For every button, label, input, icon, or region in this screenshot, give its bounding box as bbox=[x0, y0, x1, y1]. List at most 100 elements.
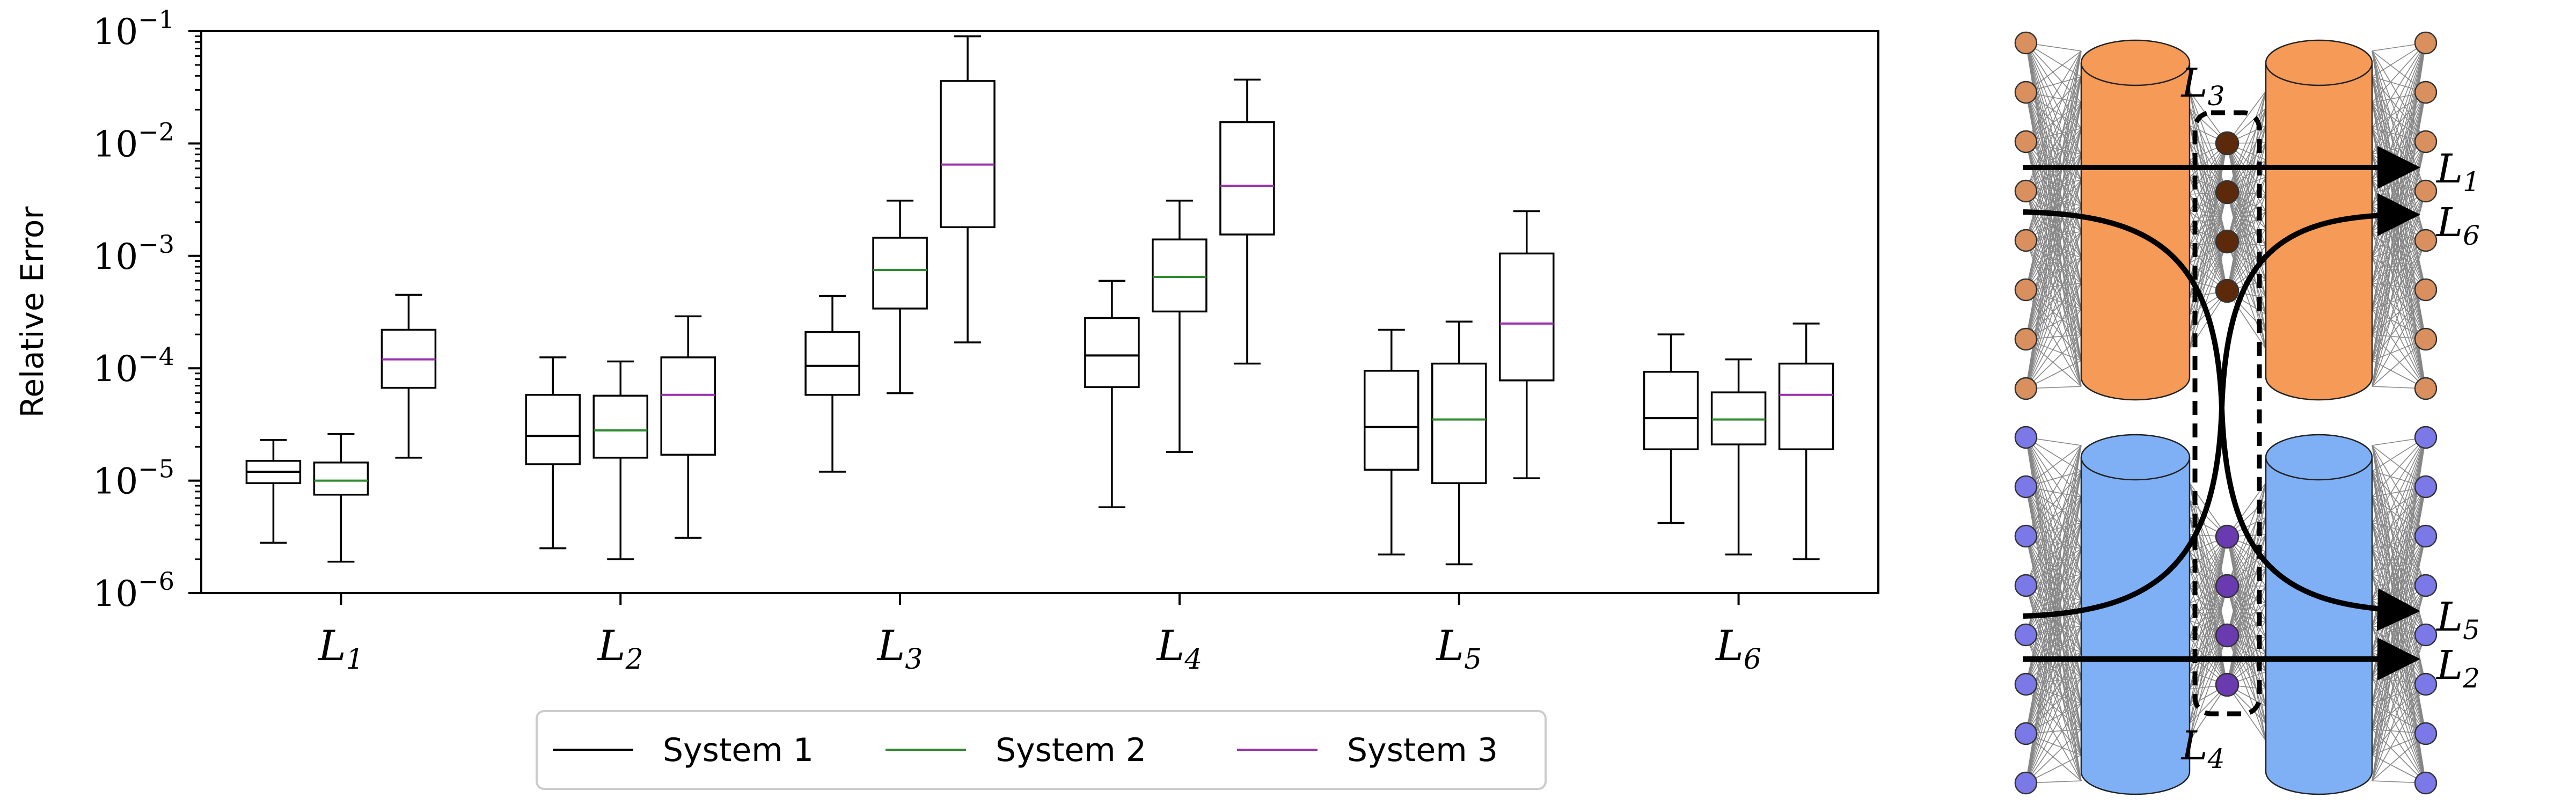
output-node-bottom bbox=[2414, 722, 2438, 745]
box-system-1 bbox=[804, 295, 860, 473]
input-node-bottom bbox=[2014, 722, 2038, 745]
y-tick-label: 10−4 bbox=[93, 342, 174, 390]
input-node-top bbox=[2014, 31, 2038, 55]
box-iqr bbox=[1710, 391, 1767, 445]
box-system-3 bbox=[380, 294, 437, 459]
box-plot-chart: 10−610−510−410−310−210−1 Relative Error … bbox=[14, 5, 1879, 790]
y-axis-title: Relative Error bbox=[14, 206, 50, 418]
diagram-label-l3: L3 bbox=[2180, 60, 2225, 112]
top-right-decoder-block bbox=[2265, 39, 2373, 401]
latent-node-bottom bbox=[2215, 574, 2240, 598]
output-node-bottom bbox=[2414, 623, 2438, 647]
bottom-right-decoder-block bbox=[2265, 434, 2373, 795]
x-tick-label: L3 bbox=[876, 622, 923, 676]
y-tick-label: 10−6 bbox=[93, 567, 174, 614]
box-iqr bbox=[1778, 362, 1834, 450]
box-series-group bbox=[245, 35, 1834, 566]
output-node-top bbox=[2414, 377, 2438, 400]
box-iqr bbox=[1364, 370, 1419, 471]
input-node-top bbox=[2014, 327, 2038, 351]
bottom-left-encoder-block bbox=[2080, 434, 2191, 795]
latent-node-top bbox=[2215, 131, 2240, 156]
legend: System 1 System 2 System 3 bbox=[536, 710, 1547, 790]
latent-node-bottom bbox=[2215, 672, 2240, 697]
x-tick-label: L6 bbox=[1715, 622, 1761, 676]
box-iqr bbox=[1219, 121, 1275, 236]
output-node-top bbox=[2414, 327, 2438, 351]
input-node-bottom bbox=[2014, 426, 2038, 449]
box-system-2 bbox=[313, 433, 369, 563]
top-left-encoder-block bbox=[2080, 39, 2191, 401]
latent-node-bottom bbox=[2215, 623, 2240, 648]
legend-frame bbox=[536, 710, 1547, 790]
input-node-top bbox=[2014, 229, 2038, 252]
box-iqr bbox=[1084, 317, 1140, 389]
box-iqr bbox=[940, 80, 996, 229]
x-tick-label: L5 bbox=[1435, 622, 1482, 676]
latent-node-top bbox=[2215, 229, 2240, 254]
box-iqr bbox=[1431, 362, 1487, 485]
output-node-top bbox=[2414, 278, 2438, 302]
legend-label: System 2 bbox=[996, 731, 1146, 769]
box-iqr bbox=[313, 462, 369, 496]
diagram-label-l5: L5 bbox=[2435, 594, 2480, 646]
latent-node-top bbox=[2215, 279, 2240, 303]
x-axis: L1 L2 L3 L4 L5 L6 bbox=[317, 593, 1761, 676]
latent-node-top bbox=[2215, 180, 2240, 204]
box-iqr bbox=[1499, 252, 1555, 382]
box-system-1 bbox=[1084, 280, 1140, 508]
latent-space-outline bbox=[2192, 110, 2262, 716]
output-node-top bbox=[2414, 130, 2438, 153]
box-system-2 bbox=[592, 360, 648, 560]
box-iqr bbox=[872, 237, 928, 310]
y-tick-label: 10−5 bbox=[93, 455, 174, 502]
box-iqr bbox=[804, 331, 860, 396]
plot-area-frame bbox=[200, 30, 1879, 594]
input-node-top bbox=[2014, 80, 2038, 104]
x-tick-label: L1 bbox=[317, 622, 364, 676]
box-system-3 bbox=[1778, 323, 1834, 560]
y-tick-label: 10−2 bbox=[93, 117, 174, 165]
output-node-bottom bbox=[2414, 524, 2438, 548]
output-node-bottom bbox=[2414, 574, 2438, 597]
output-node-top bbox=[2414, 229, 2438, 252]
input-node-top bbox=[2014, 130, 2038, 153]
box-iqr bbox=[592, 394, 648, 459]
input-node-bottom bbox=[2014, 623, 2038, 647]
input-node-bottom bbox=[2014, 475, 2038, 499]
latent-node-bottom bbox=[2215, 524, 2240, 549]
arrow-l6 bbox=[2023, 193, 2420, 619]
y-tick-label: 10−1 bbox=[93, 5, 174, 53]
box-iqr bbox=[1152, 238, 1208, 313]
box-system-1 bbox=[245, 439, 302, 544]
diagram-label-l2: L2 bbox=[2435, 642, 2480, 694]
y-tick-label: 10−3 bbox=[93, 230, 174, 277]
legend-label: System 3 bbox=[1347, 731, 1498, 769]
input-node-bottom bbox=[2014, 771, 2038, 795]
diagram-label-l4: L4 bbox=[2180, 723, 2225, 774]
box-system-3 bbox=[1499, 210, 1555, 479]
input-node-top bbox=[2014, 377, 2038, 400]
output-node-top bbox=[2414, 31, 2438, 55]
box-system-2 bbox=[872, 200, 928, 394]
box-system-2 bbox=[1710, 358, 1767, 556]
input-node-top bbox=[2014, 179, 2038, 203]
input-node-bottom bbox=[2014, 574, 2038, 597]
diagram-label-l1: L1 bbox=[2435, 146, 2480, 197]
box-system-1 bbox=[525, 356, 581, 550]
output-node-top bbox=[2414, 179, 2438, 203]
box-system-2 bbox=[1152, 200, 1208, 453]
box-iqr bbox=[525, 393, 581, 465]
x-tick-label: L4 bbox=[1155, 622, 1202, 676]
legend-label: System 1 bbox=[663, 731, 814, 769]
box-iqr bbox=[1643, 371, 1699, 450]
output-node-bottom bbox=[2414, 771, 2438, 795]
output-node-top bbox=[2414, 80, 2438, 104]
box-iqr bbox=[660, 356, 716, 456]
box-system-2 bbox=[1431, 320, 1487, 566]
box-system-3 bbox=[660, 315, 716, 539]
input-node-top bbox=[2014, 278, 2038, 302]
input-node-bottom bbox=[2014, 672, 2038, 696]
